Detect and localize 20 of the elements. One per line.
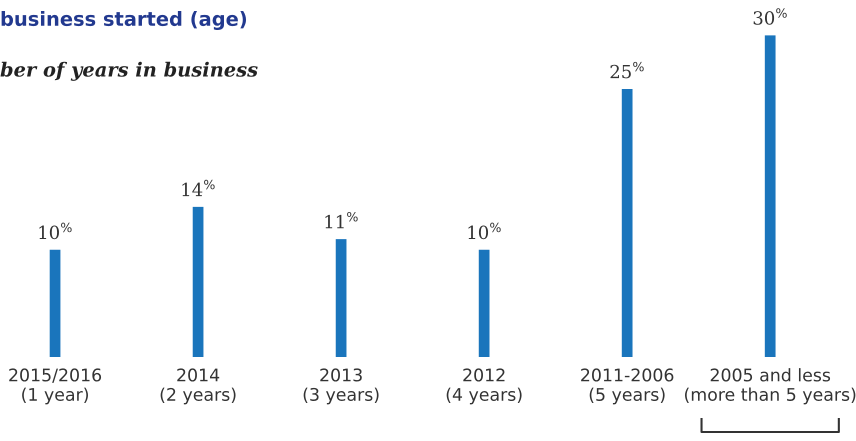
x-tick-label: 2013 (3 years) bbox=[304, 368, 379, 404]
bar bbox=[764, 35, 776, 357]
x-tick-label: 2012 (4 years) bbox=[446, 368, 522, 404]
bar bbox=[622, 88, 633, 357]
text: ber of years in business bbox=[0, 62, 258, 81]
x-tick-label: 2011-2006 (5 years) bbox=[581, 368, 674, 404]
bar bbox=[192, 206, 204, 357]
x-tick-label: 2015/2016 (1 year) bbox=[9, 368, 102, 404]
data-label: 30$^{%}$ bbox=[754, 8, 787, 25]
data-label: 10$^{%}$ bbox=[468, 222, 501, 240]
bar bbox=[336, 239, 346, 357]
data-label: 10$^{%}$ bbox=[39, 222, 72, 240]
bar bbox=[478, 250, 490, 357]
data-label: 25$^{%}$ bbox=[610, 62, 644, 78]
x-tick-label: 2014 (2 years) bbox=[160, 368, 236, 404]
x-tick-label: 2005 and less (more than 5 years) bbox=[685, 368, 856, 404]
data-label: 14$^{%}$ bbox=[182, 180, 215, 196]
data-label: 11$^{%}$ bbox=[325, 212, 358, 228]
chart-title: business started (age) bbox=[2, 11, 246, 30]
bar bbox=[50, 250, 60, 357]
